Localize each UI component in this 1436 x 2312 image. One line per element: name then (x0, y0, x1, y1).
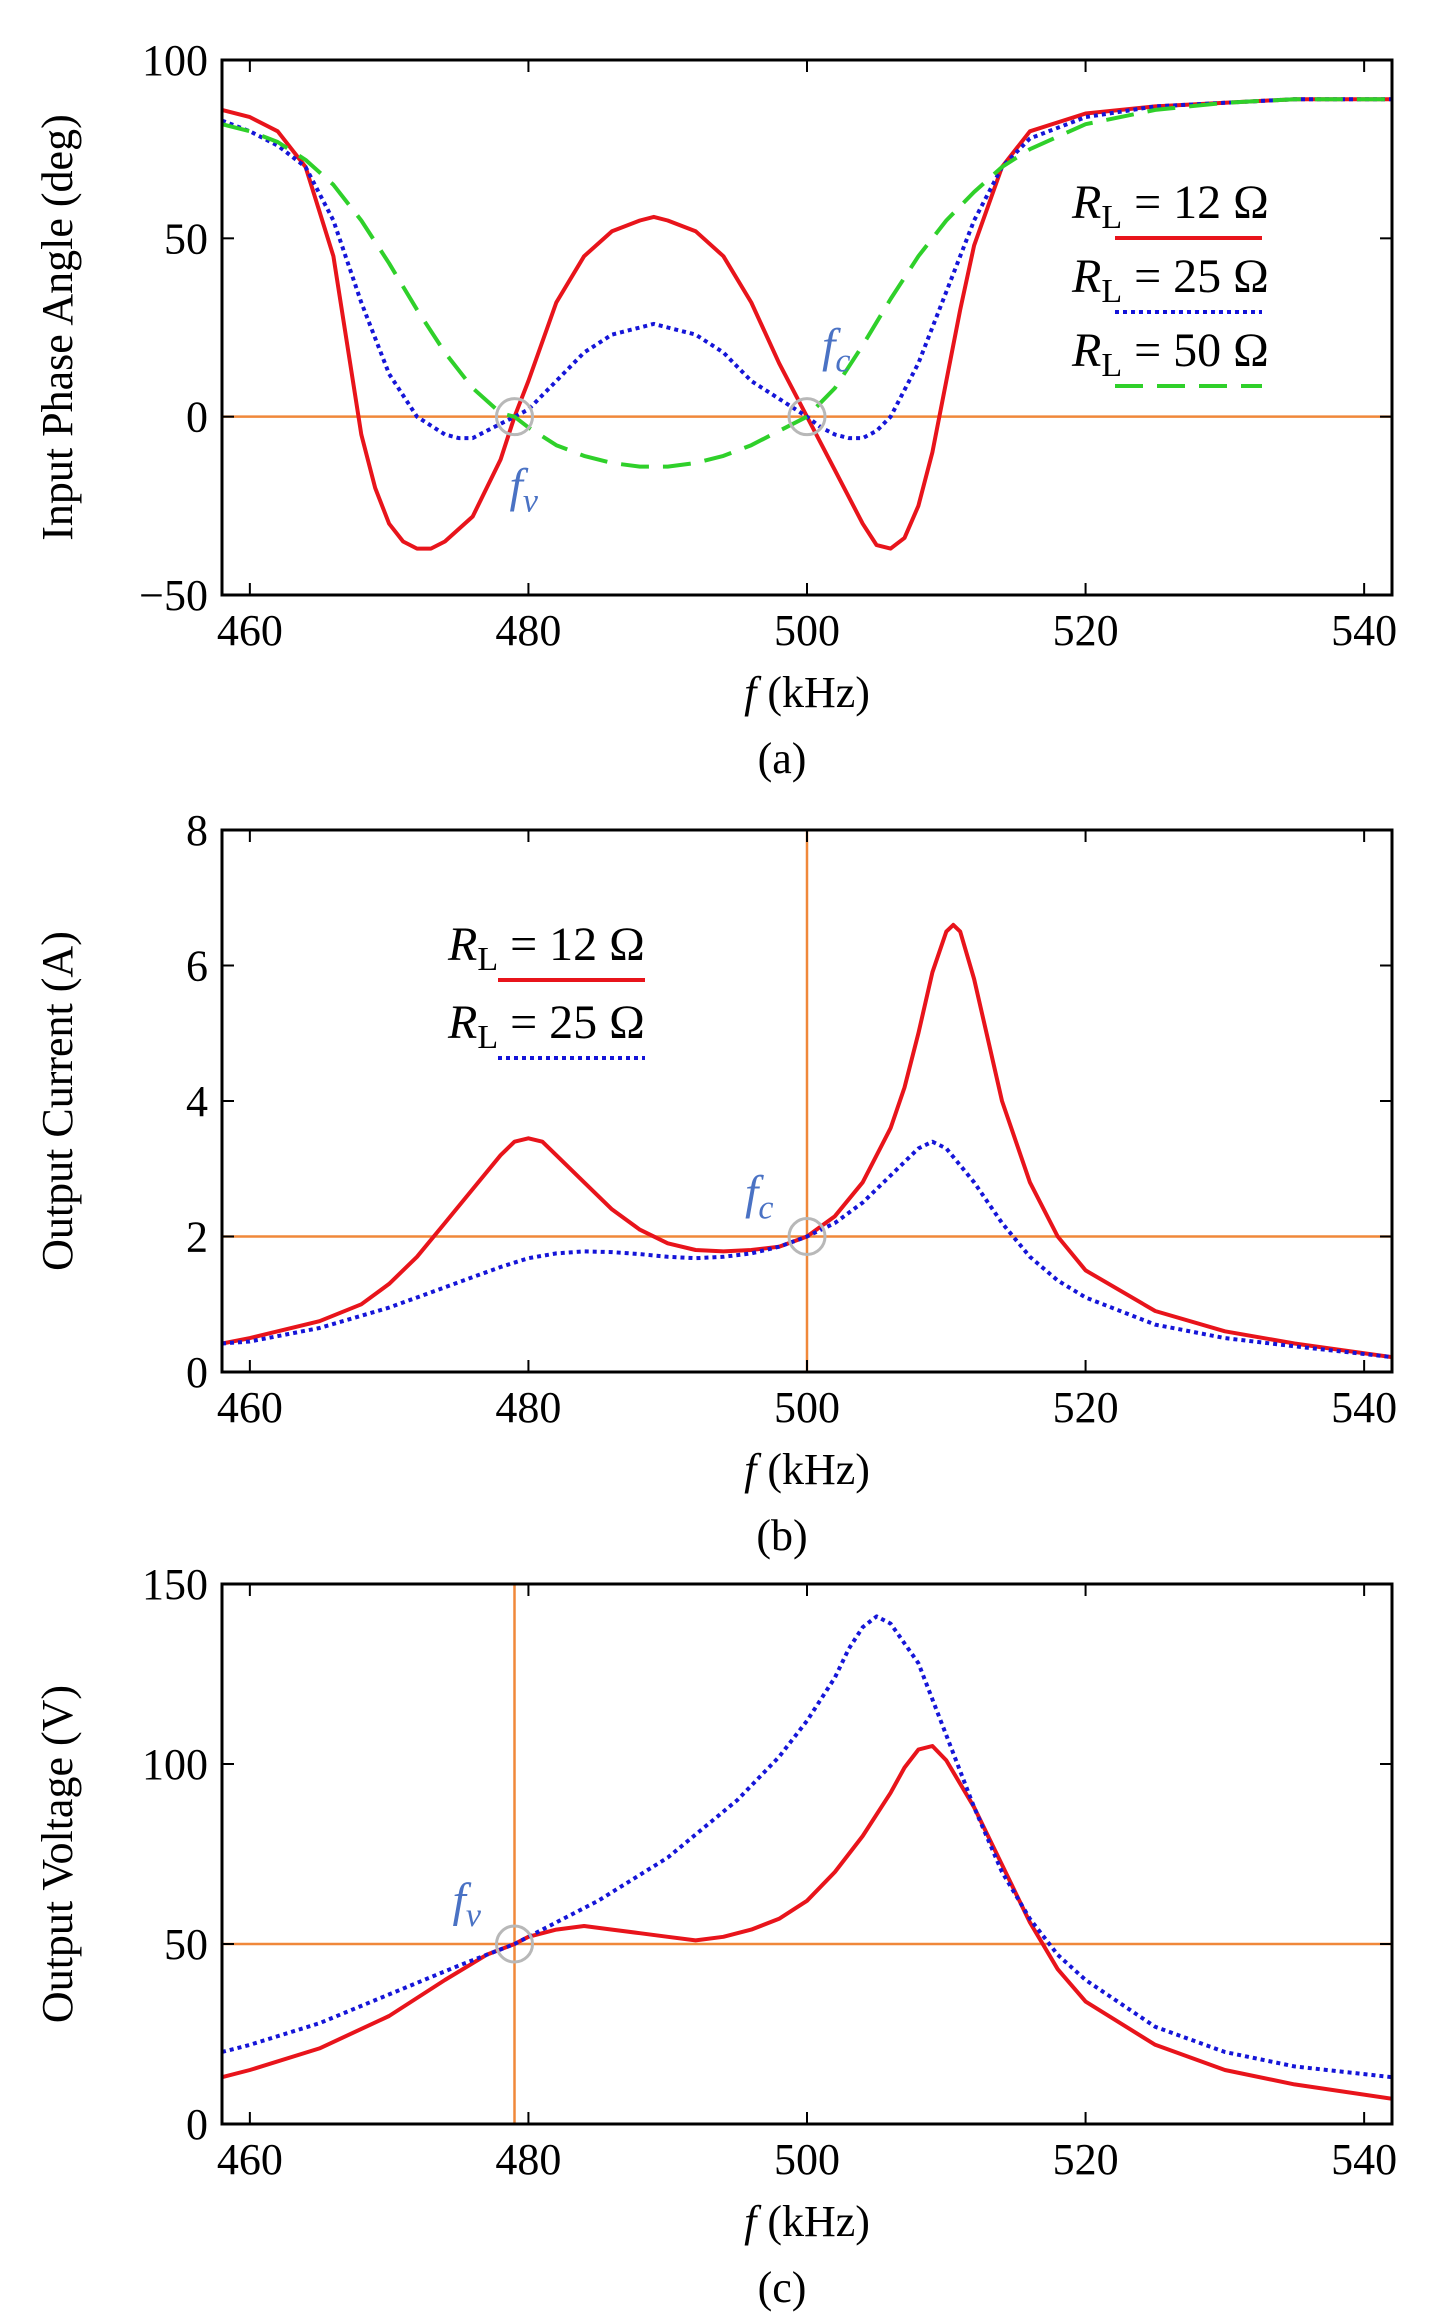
legend-sub: L (1101, 199, 1122, 236)
legend-var: R (1071, 176, 1101, 229)
legend-label-3: RL = 50 Ω (1071, 324, 1269, 384)
y-tick-label: 0 (186, 393, 208, 442)
series-line-2 (222, 97, 1392, 441)
x-tick-label: 480 (495, 606, 561, 655)
legend-sub: L (1101, 273, 1122, 310)
series-group (222, 97, 1392, 551)
y-tick-label: 150 (142, 1560, 208, 1609)
x-tick-label: 460 (217, 2135, 283, 2184)
x-tick-label: 520 (1053, 606, 1119, 655)
marker-circle (495, 397, 534, 437)
legend-rest: = 50 Ω (1122, 324, 1269, 377)
annotation-fc: fc (822, 320, 850, 380)
x-tick-label: 520 (1053, 2135, 1119, 2184)
x-tick-label: 540 (1331, 2135, 1397, 2184)
legend-var: R (447, 996, 477, 1049)
annotation-fv: fv (453, 1874, 482, 1934)
x-tick-label: 460 (217, 606, 283, 655)
x-tick-label: 500 (774, 2135, 840, 2184)
y-tick-label: 100 (142, 36, 208, 85)
x-tick-label: 540 (1331, 1383, 1397, 1432)
legend-label-2: RL = 25 Ω (447, 996, 645, 1056)
series-line-3 (222, 97, 1392, 469)
legend-sub: L (477, 941, 498, 978)
panel-c: 460 480 500 520 540 0 50 100 150 f (kHz) Output Vo… (33, 1560, 1397, 2312)
annotation-sub: c (758, 1190, 773, 1227)
y-tick-label: 0 (186, 1348, 208, 1397)
y-tick-label: 0 (186, 2100, 208, 2149)
x-tick-label: 500 (774, 606, 840, 655)
panel-caption: (c) (758, 2263, 807, 2312)
x-axis-label-unit: (kHz) (756, 668, 870, 717)
x-axis-label: f (kHz) (744, 1445, 870, 1494)
y-tick-label: 8 (186, 806, 208, 855)
legend-rest: = 12 Ω (1122, 176, 1269, 229)
y-tick-label: 100 (142, 1740, 208, 1789)
x-axis-label-unit: (kHz) (756, 2197, 870, 2246)
annotation-fv: fv (510, 460, 539, 520)
legend-sub: L (1101, 347, 1122, 384)
plot-frame (220, 1582, 1394, 2126)
y-axis-label: Output Voltage (V) (33, 1685, 82, 2023)
marker-circle (495, 1924, 534, 1964)
legend-sub: L (477, 1019, 498, 1056)
y-tick-label: 50 (164, 1920, 208, 1969)
x-axis-label-unit: (kHz) (756, 1445, 870, 1494)
annotation-sub: c (835, 343, 850, 380)
legend-var: R (1071, 250, 1101, 303)
legend-label-2: RL = 25 Ω (1071, 250, 1269, 310)
panel-caption: (b) (756, 1511, 807, 1560)
annotation-sub: v (523, 483, 539, 520)
x-tick-label: 480 (495, 2135, 561, 2184)
panel-caption: (a) (758, 734, 807, 783)
x-tick-label: 540 (1331, 606, 1397, 655)
series-line-1 (222, 1744, 1392, 2101)
x-tick-label: 460 (217, 1383, 283, 1432)
series-line-2 (222, 1139, 1392, 1360)
panel-a: 460 480 500 520 540 −50 0 50 100 f (kHz) Input Pha… (33, 36, 1397, 783)
legend-var: R (447, 918, 477, 971)
legend-rest: = 25 Ω (498, 996, 645, 1049)
series-group (222, 922, 1392, 1360)
legend-label-1: RL = 12 Ω (1071, 176, 1269, 236)
x-tick-label: 480 (495, 1383, 561, 1432)
legend-var: R (1071, 324, 1101, 377)
legend-rest: = 25 Ω (1122, 250, 1269, 303)
series-line-2 (222, 1614, 1392, 2080)
legend-label-1: RL = 12 Ω (447, 918, 645, 978)
y-tick-label: −50 (139, 571, 208, 620)
x-axis-label: f (kHz) (744, 668, 870, 717)
marker-circle (787, 397, 827, 437)
x-tick-label: 500 (774, 1383, 840, 1432)
annotation-sub: v (466, 1897, 482, 1934)
y-tick-label: 50 (164, 214, 208, 263)
x-axis-label: f (kHz) (744, 2197, 870, 2246)
series-line-1 (222, 97, 1392, 551)
series-group (222, 1614, 1392, 2101)
y-tick-label: 6 (186, 942, 208, 991)
marker-circle (787, 1217, 827, 1256)
y-axis-label: Output Current (A) (33, 931, 82, 1271)
legend-rest: = 12 Ω (498, 918, 645, 971)
y-tick-label: 4 (186, 1077, 208, 1126)
x-tick-label: 520 (1053, 1383, 1119, 1432)
panel-b: 460 480 500 520 540 0 2 4 6 8 f (kHz) Output Curren… (33, 806, 1397, 1560)
y-axis-label: Input Phase Angle (deg) (33, 114, 82, 540)
annotation-fc: fc (745, 1167, 773, 1227)
y-tick-label: 2 (186, 1213, 208, 1262)
